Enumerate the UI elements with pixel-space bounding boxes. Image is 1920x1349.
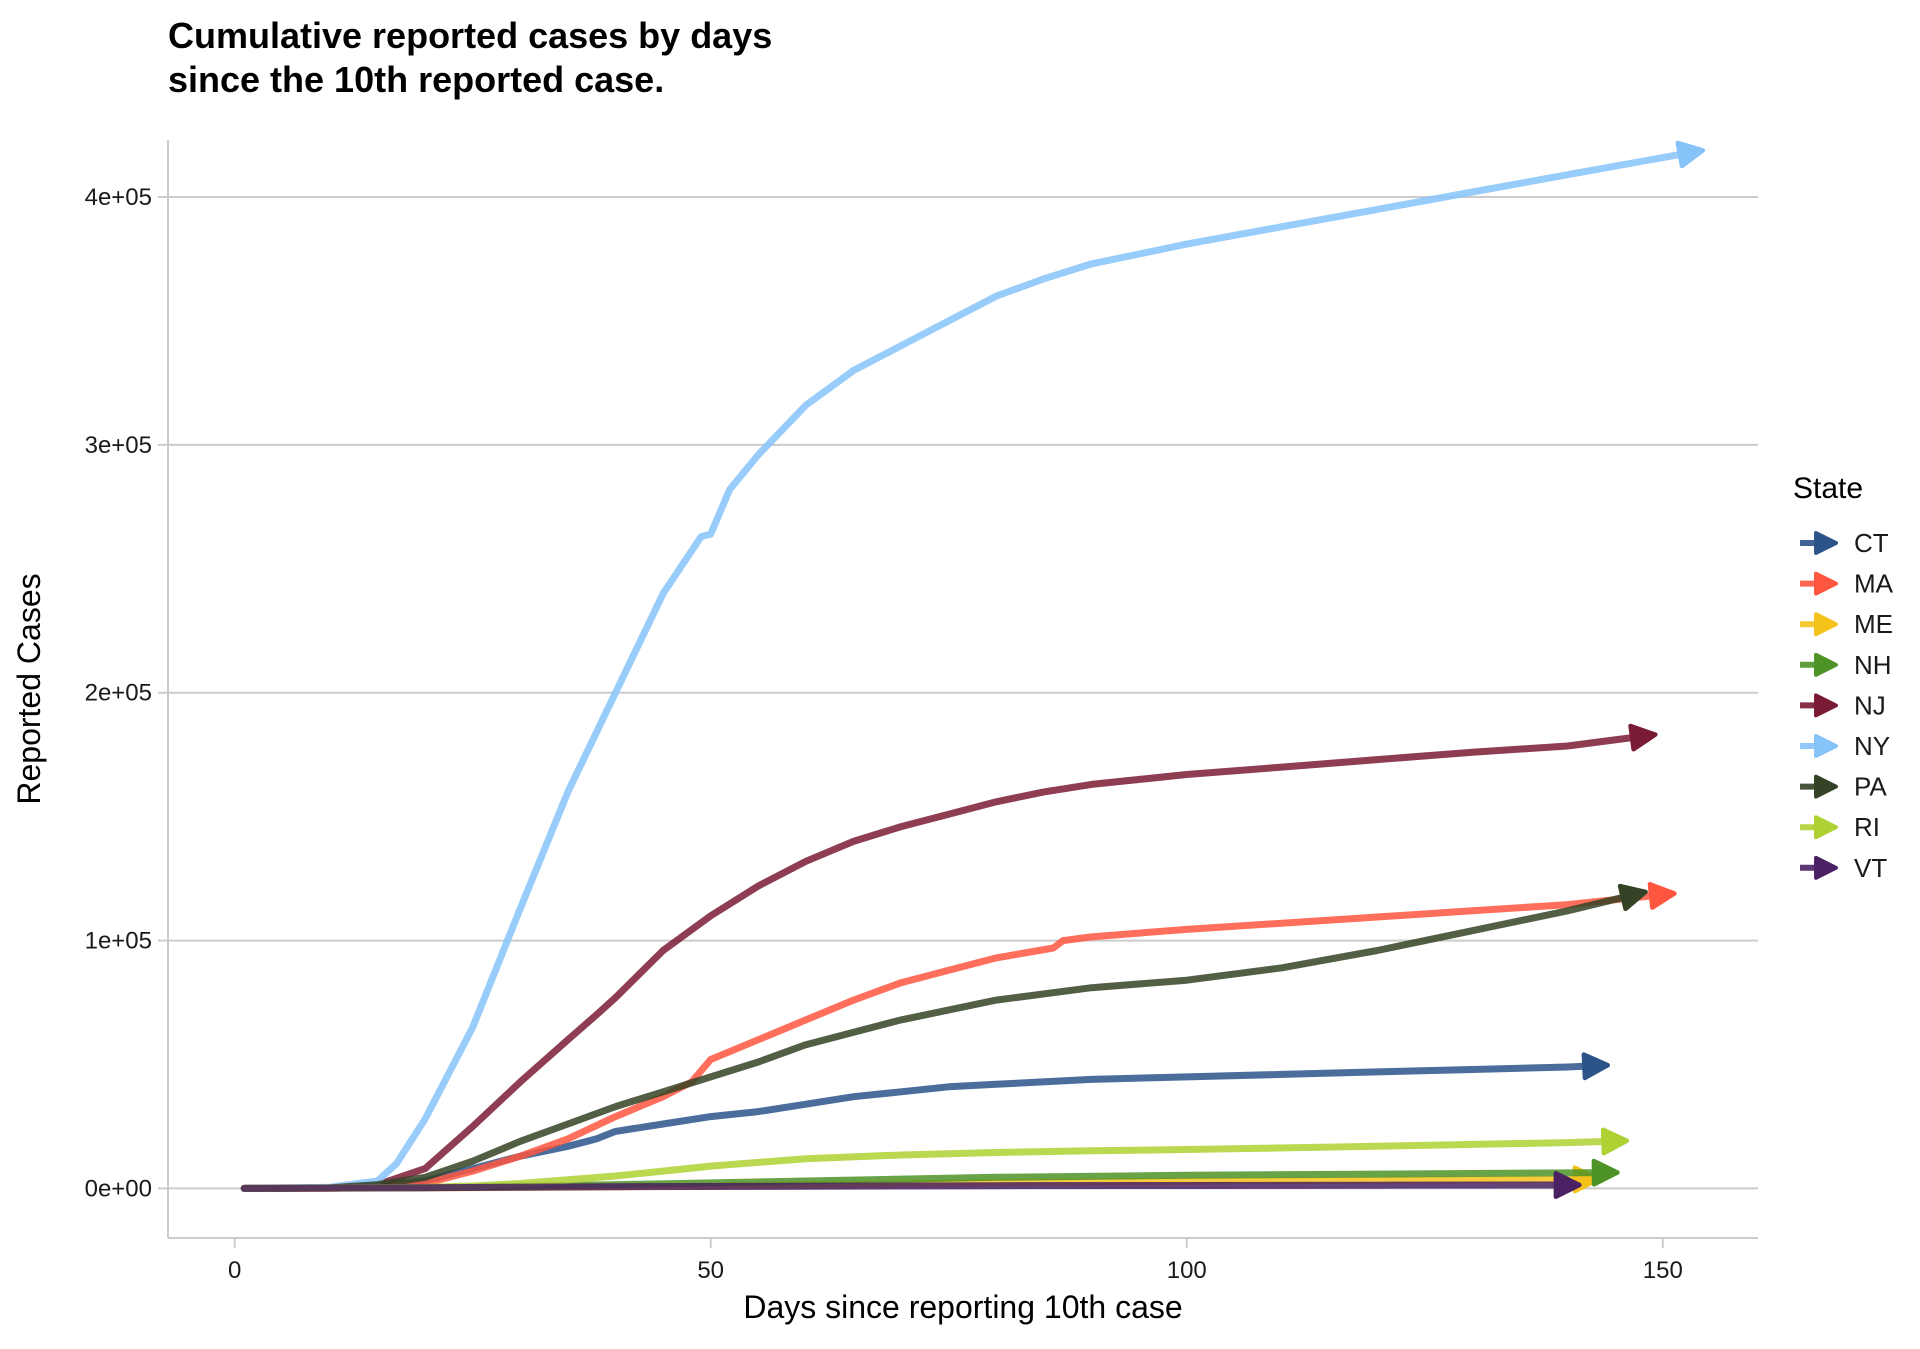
y-tick-label: 3e+05 xyxy=(85,432,152,459)
chart-title: Cumulative reported cases by days since … xyxy=(168,15,773,100)
legend-label-pa: PA xyxy=(1854,772,1887,802)
x-tick-label: 100 xyxy=(1167,1257,1207,1284)
axes: 0 50 100 150 0e+00 1e+05 2e+05 3e+05 4e+05 Days s… xyxy=(11,140,1758,1325)
legend-label-ny: NY xyxy=(1854,731,1890,761)
legend-label-ma: MA xyxy=(1854,569,1894,599)
y-tick-label: 1e+05 xyxy=(85,928,152,955)
x-tick-label: 50 xyxy=(697,1257,724,1284)
legend-title: State xyxy=(1793,472,1863,505)
legend-label-nh: NH xyxy=(1854,650,1892,680)
series-line-ma xyxy=(240,882,1677,1192)
y-tick-label: 2e+05 xyxy=(85,680,152,707)
series-lines xyxy=(240,140,1706,1199)
series-line-pa xyxy=(240,883,1648,1192)
legend-label-vt: VT xyxy=(1854,853,1887,883)
legend-label-ri: RI xyxy=(1854,812,1880,842)
x-tick-label: 0 xyxy=(228,1257,241,1284)
series-line-vt xyxy=(240,1171,1582,1199)
legend-label-nj: NJ xyxy=(1854,690,1886,720)
x-axis-title: Days since reporting 10th case xyxy=(743,1289,1182,1325)
y-tick-label: 4e+05 xyxy=(85,184,152,211)
series-line-ny xyxy=(240,140,1706,1192)
gridlines xyxy=(168,196,1758,1190)
series-line-nj xyxy=(240,723,1658,1192)
legend-label-me: ME xyxy=(1854,609,1893,639)
x-tick-label: 150 xyxy=(1643,1257,1683,1284)
y-tick-label: 0e+00 xyxy=(85,1175,152,1202)
legend: State CT MA ME NH NJ NY PA RI VT xyxy=(1793,472,1894,883)
legend-label-ct: CT xyxy=(1854,528,1889,558)
y-axis-title: Reported Cases xyxy=(11,573,47,804)
